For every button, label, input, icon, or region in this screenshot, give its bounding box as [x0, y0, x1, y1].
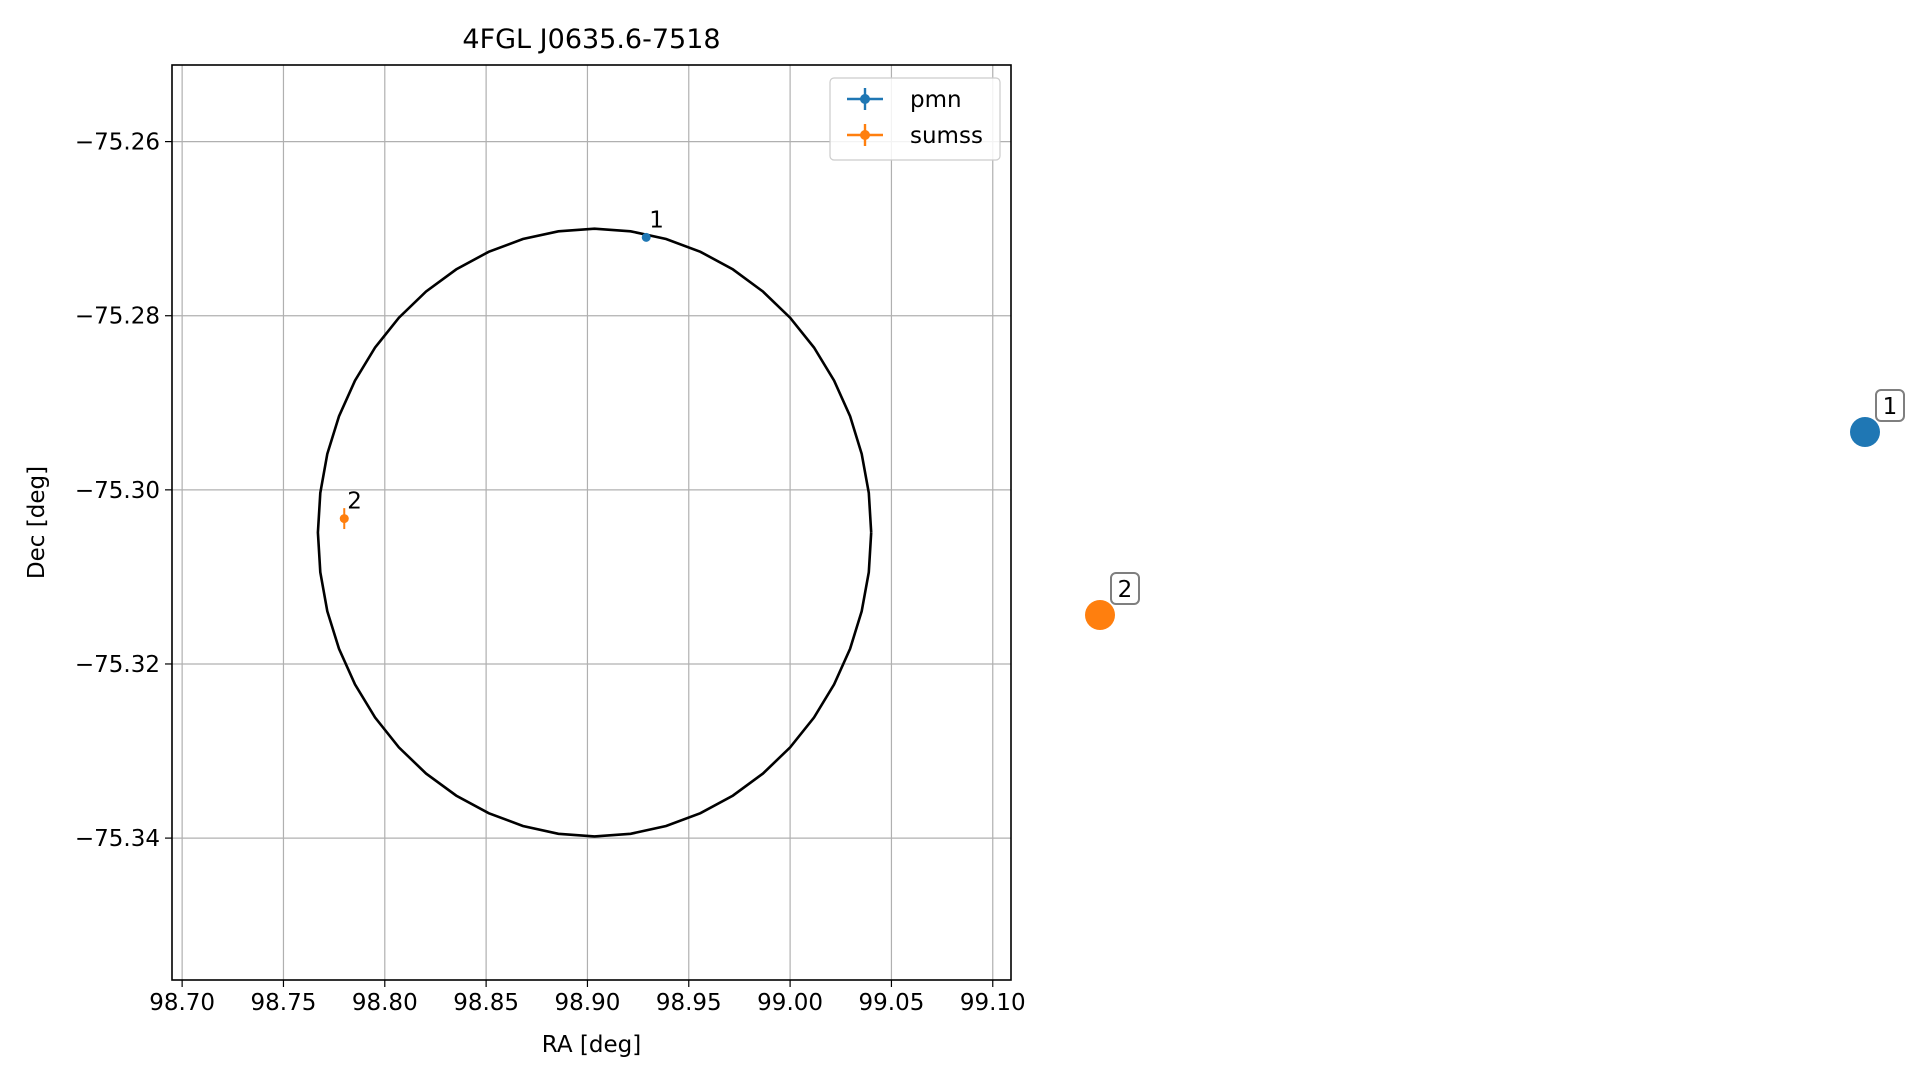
- x-axis-label: RA [deg]: [542, 1032, 641, 1058]
- y-tick-label: −75.32: [75, 652, 160, 678]
- x-tick-label: 98.80: [352, 990, 418, 1016]
- side-marker-label-box: [1110, 572, 1140, 605]
- axes-frame: [171, 64, 1012, 981]
- legend-swatch-marker: [860, 130, 870, 140]
- chart-title: 4FGL J0635.6-7518: [462, 24, 720, 55]
- side-marker-dot: [1850, 417, 1880, 447]
- x-tick-label: 99.00: [757, 990, 823, 1016]
- localization-ellipse-group: [316, 227, 873, 838]
- data-points: 12: [339, 207, 664, 530]
- y-axis-label: Dec [deg]: [24, 466, 50, 579]
- legend: pmn sumss: [829, 77, 1001, 161]
- legend-swatch-marker: [860, 94, 870, 104]
- y-tick-label: −75.26: [75, 130, 160, 156]
- x-tick-label: 99.05: [859, 990, 925, 1016]
- legend-entry-label: pmn: [910, 87, 962, 113]
- x-tick-label: 98.85: [453, 990, 519, 1016]
- y-tick-label: −75.34: [75, 826, 160, 852]
- localization-ellipse: [316, 227, 873, 838]
- legend-entry-label: sumss: [910, 123, 983, 149]
- y-tick-label: −75.30: [75, 478, 160, 504]
- data-point-label: 1: [649, 207, 664, 233]
- y-tick-label: −75.28: [75, 304, 160, 330]
- x-tick-label: 98.95: [656, 990, 722, 1016]
- data-point-pmn: [641, 232, 651, 242]
- side-marker-label: 2: [1118, 577, 1133, 603]
- data-point-label: 2: [347, 489, 362, 515]
- axis-ticks: 98.70 98.75 98.80 98.85 98.90 98.95 99.00 99.05…: [75, 130, 1026, 1016]
- data-point-sumss: [339, 514, 349, 524]
- x-tick-label: 98.75: [251, 990, 317, 1016]
- side-marker-label: 1: [1883, 394, 1898, 420]
- x-tick-label: 98.70: [149, 990, 215, 1016]
- side-markers: 12: [1085, 389, 1905, 630]
- grid-lines: [172, 65, 1011, 980]
- side-marker-dot: [1085, 600, 1115, 630]
- x-tick-label: 98.90: [555, 990, 621, 1016]
- x-tick-label: 99.10: [960, 990, 1026, 1016]
- side-marker-label-box: [1875, 389, 1905, 422]
